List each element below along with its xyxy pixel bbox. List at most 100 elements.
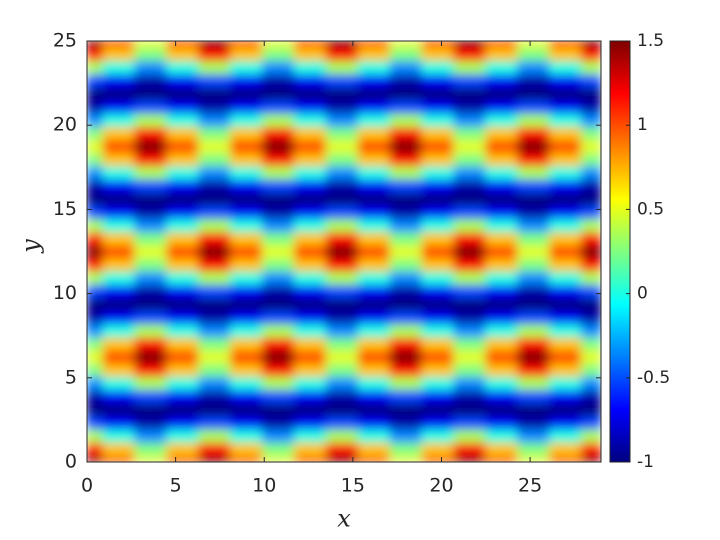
heatmap-cell [421, 139, 455, 154]
heatmap-cell [581, 441, 601, 456]
heatmap-cell [549, 323, 583, 338]
heatmap-cell [134, 47, 168, 62]
heatmap-cell [198, 441, 232, 456]
heatmap-cell [357, 441, 391, 456]
heatmap-cell [517, 257, 551, 272]
heatmap-cell [421, 336, 455, 351]
heatmap-cell [166, 323, 200, 338]
heatmap-cell [261, 218, 295, 233]
heatmap-cell [389, 99, 423, 114]
heatmap-cell [87, 218, 104, 233]
heatmap-cell [134, 257, 168, 272]
heatmap-cell [166, 375, 200, 391]
heatmap-cell [87, 191, 104, 206]
heatmap-cell [485, 375, 519, 391]
heatmap-cell [357, 349, 391, 364]
heatmap-cell [517, 60, 551, 75]
heatmap-cell [293, 218, 327, 233]
heatmap-cell [581, 349, 601, 364]
y-tick-label: 20 [53, 114, 77, 136]
heatmap-cell [325, 323, 359, 338]
heatmap-cell [87, 375, 104, 391]
heatmap-cell [87, 441, 104, 456]
heatmap-cell [230, 375, 263, 391]
heatmap-cell [261, 126, 295, 141]
heatmap-cell [261, 73, 295, 88]
heatmap-cell [293, 47, 327, 62]
heatmap-cell [87, 428, 104, 443]
heatmap-cell [485, 73, 519, 88]
heatmap-cell [293, 204, 327, 220]
heatmap-cell [389, 270, 423, 285]
heatmap-cell [453, 165, 487, 180]
heatmap-cell [87, 152, 104, 167]
heatmap-cell [293, 415, 327, 430]
heatmap-cell [102, 323, 136, 338]
heatmap-cell [581, 178, 601, 193]
heatmap-cell [549, 139, 583, 154]
heatmap-cell [357, 231, 391, 246]
heatmap-cell [453, 204, 487, 220]
plot-area [87, 41, 601, 462]
heatmap-cell [485, 454, 519, 462]
heatmap-cell [453, 349, 487, 364]
heatmap-cell [166, 454, 200, 462]
heatmap-cell [198, 191, 232, 206]
heatmap-cell [198, 375, 232, 391]
heatmap-cell [87, 204, 104, 220]
heatmap-cell [485, 428, 519, 443]
heatmap-cell [389, 191, 423, 206]
heatmap-cell [166, 389, 200, 404]
heatmap-cell [134, 41, 168, 49]
colorbar-tick-label: 0 [637, 284, 648, 304]
heatmap-cell [485, 218, 519, 233]
heatmap-cell [453, 375, 487, 391]
heatmap-cell [421, 270, 455, 285]
heatmap-cell [421, 112, 455, 128]
heatmap-cell [421, 428, 455, 443]
heatmap-cell [325, 41, 359, 49]
heatmap-cell [261, 428, 295, 443]
x-tick-label: 5 [170, 475, 182, 497]
heatmap-cell [166, 218, 200, 233]
heatmap-cell [389, 362, 423, 377]
heatmap-cell [357, 336, 391, 351]
heatmap-cell [581, 415, 601, 430]
heatmap-cell [261, 454, 295, 462]
heatmap-cell [166, 99, 200, 114]
heatmap-cell [166, 86, 200, 101]
heatmap-cell [325, 257, 359, 272]
heatmap-cell [198, 297, 232, 312]
heatmap-cell [549, 165, 583, 180]
colorbar-tick-label: -0.5 [637, 368, 670, 388]
heatmap-cell [325, 402, 359, 417]
heatmap-cell [261, 204, 295, 220]
heatmap-cell [389, 428, 423, 443]
heatmap-cell [134, 454, 168, 462]
heatmap-cell [453, 47, 487, 62]
heatmap-cell [357, 86, 391, 101]
heatmap-cell [357, 60, 391, 75]
heatmap-cell [261, 178, 295, 193]
heatmap-cell [357, 402, 391, 417]
x-tick-label: 25 [518, 475, 542, 497]
heatmap-cell [357, 283, 391, 299]
heatmap-cell [549, 415, 583, 430]
heatmap-cell [549, 73, 583, 88]
heatmap-cell [134, 139, 168, 154]
heatmap-cell [581, 310, 601, 325]
heatmap-cell [485, 389, 519, 404]
heatmap-cell [485, 244, 519, 259]
colorbar-tick-label: 1.5 [637, 31, 664, 51]
heatmap-cell [581, 257, 601, 272]
heatmap-cell [198, 152, 232, 167]
heatmap-cell [517, 73, 551, 88]
heatmap-cell [485, 139, 519, 154]
heatmap-cell [581, 336, 601, 351]
heatmap-cell [325, 165, 359, 180]
heatmap-cell [453, 86, 487, 101]
heatmap-cell [198, 165, 232, 180]
heatmap-cell [389, 152, 423, 167]
heatmap-cell [549, 310, 583, 325]
heatmap-cell [134, 336, 168, 351]
